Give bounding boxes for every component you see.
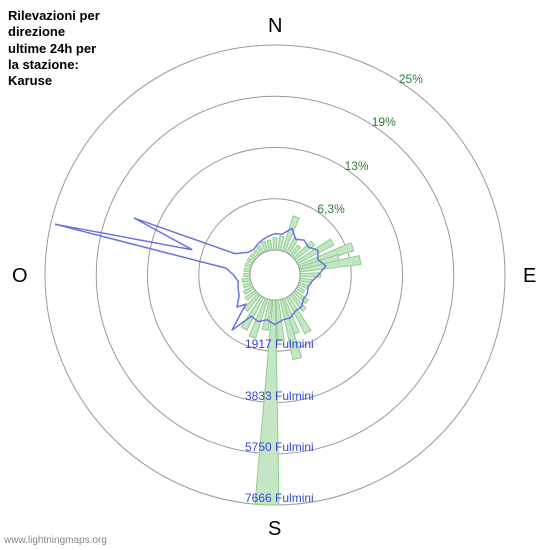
percent-ring-label: 25% xyxy=(399,72,423,86)
footer-credit: www.lightningmaps.org xyxy=(4,535,107,546)
count-ring-label: 5750 Fulmini xyxy=(245,440,314,454)
cardinal-o: O xyxy=(12,265,28,288)
cardinal-n: N xyxy=(268,15,282,38)
percent-ring-label: 19% xyxy=(372,115,396,129)
cardinal-s: S xyxy=(268,518,281,541)
cardinal-e: E xyxy=(523,265,536,288)
count-ring-label: 7666 Fulmini xyxy=(245,491,314,505)
count-ring-label: 1917 Fulmini xyxy=(245,337,314,351)
chart-container: Rilevazioni per direzione ultime 24h per… xyxy=(0,0,550,550)
percent-ring-label: 13% xyxy=(345,159,369,173)
polar-chart-svg xyxy=(0,0,550,550)
percent-ring-label: 6,3% xyxy=(317,202,344,216)
count-ring-label: 3833 Fulmini xyxy=(245,389,314,403)
